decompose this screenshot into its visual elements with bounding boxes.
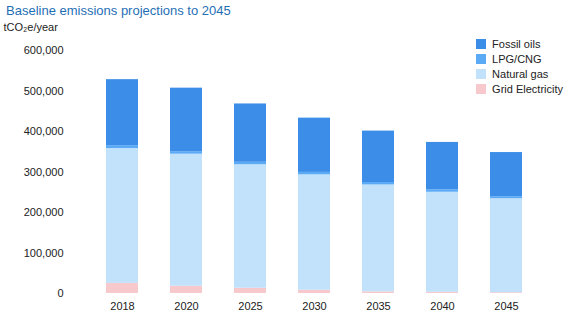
html-text:LPG/CNG: LPG/CNG <box>492 52 542 65</box>
html-text:Fossil oils: Fossil oils <box>492 37 541 50</box>
svg-text:100,000: 100,000 <box>24 247 64 259</box>
svg-text:2045: 2045 <box>494 300 518 312</box>
html-text:Grid Electricity: Grid Electricity <box>492 82 563 95</box>
svg-text:2018: 2018 <box>110 300 134 312</box>
svg-text:2035: 2035 <box>366 300 390 312</box>
svg-text:tCO₂e/year: tCO₂e/year <box>4 21 59 33</box>
svg-text:500,000: 500,000 <box>24 85 64 97</box>
svg-text:300,000: 300,000 <box>24 166 64 178</box>
svg-text:2020: 2020 <box>174 300 198 312</box>
svg-text:2040: 2040 <box>430 300 454 312</box>
svg-text:400,000: 400,000 <box>24 125 64 137</box>
html-text:Natural gas: Natural gas <box>492 67 549 80</box>
html-text:Baseline emissions projections: Baseline emissions projections to 2045 <box>6 3 231 18</box>
svg-text:600,000: 600,000 <box>24 44 64 56</box>
svg-text:0: 0 <box>57 287 63 299</box>
svg-text:200,000: 200,000 <box>24 206 64 218</box>
svg-text:2025: 2025 <box>238 300 262 312</box>
svg-text:2030: 2030 <box>302 300 326 312</box>
